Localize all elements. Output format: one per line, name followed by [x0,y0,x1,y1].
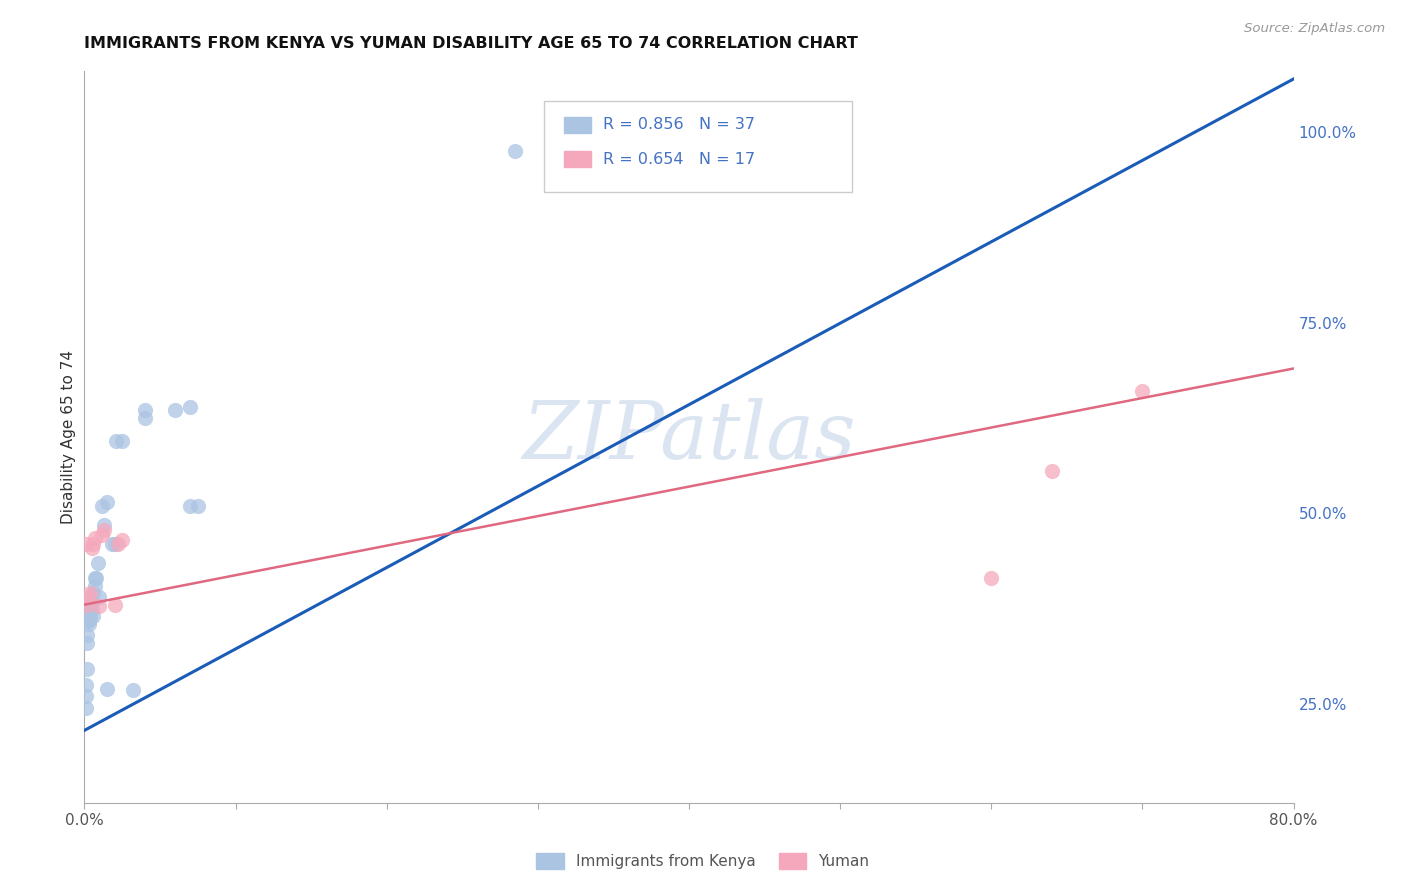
Point [86,571,108,585]
Point [134,403,156,417]
Point [111,533,134,547]
Point [77,590,100,604]
Point [104,537,127,551]
Point [84,579,107,593]
Point [79,598,101,612]
Point [100,537,122,551]
Point [111,434,134,448]
Point [1130,384,1153,399]
Text: Source: ZipAtlas.com: Source: ZipAtlas.com [1244,22,1385,36]
Point [77,613,100,627]
Point [1358,125,1381,139]
Point [980,571,1002,585]
Point [96,495,118,509]
Point [80,601,103,615]
Text: R = 0.856   N = 37: R = 0.856 N = 37 [603,117,755,132]
Point [76,628,98,642]
Point [165,403,187,417]
Point [1040,464,1063,478]
Point [87,556,110,570]
Point [77,605,100,619]
Y-axis label: Disability Age 65 to 74: Disability Age 65 to 74 [60,350,76,524]
Point [105,434,128,448]
Point [75,678,97,692]
Point [121,683,143,698]
Point [503,145,526,159]
Point [75,537,97,551]
Point [79,609,101,624]
Point [75,700,97,714]
Point [93,517,115,532]
Point [77,616,100,631]
Point [91,527,114,541]
Point [75,689,97,703]
FancyBboxPatch shape [564,151,591,167]
Point [107,537,129,551]
Point [96,681,118,696]
Point [84,531,107,545]
Point [76,598,98,612]
Text: R = 0.654   N = 17: R = 0.654 N = 17 [603,152,755,167]
Point [187,499,209,513]
Point [76,663,98,677]
Legend: Immigrants from Kenya, Yuman: Immigrants from Kenya, Yuman [530,847,876,875]
Point [104,598,127,612]
Point [79,586,101,600]
Point [89,599,111,614]
Point [91,499,114,513]
Point [89,590,111,604]
Text: ZIPatlas: ZIPatlas [522,399,856,475]
Point [84,571,107,585]
Text: IMMIGRANTS FROM KENYA VS YUMAN DISABILITY AGE 65 TO 74 CORRELATION CHART: IMMIGRANTS FROM KENYA VS YUMAN DISABILIT… [84,36,858,51]
Point [82,609,104,624]
Point [179,400,201,414]
Point [77,613,100,627]
Point [93,523,115,537]
Point [80,594,103,608]
FancyBboxPatch shape [564,117,591,133]
Point [80,541,103,555]
Point [82,586,104,600]
Point [76,636,98,650]
Point [134,411,156,425]
Point [82,537,104,551]
Point [179,499,201,513]
FancyBboxPatch shape [544,101,852,192]
